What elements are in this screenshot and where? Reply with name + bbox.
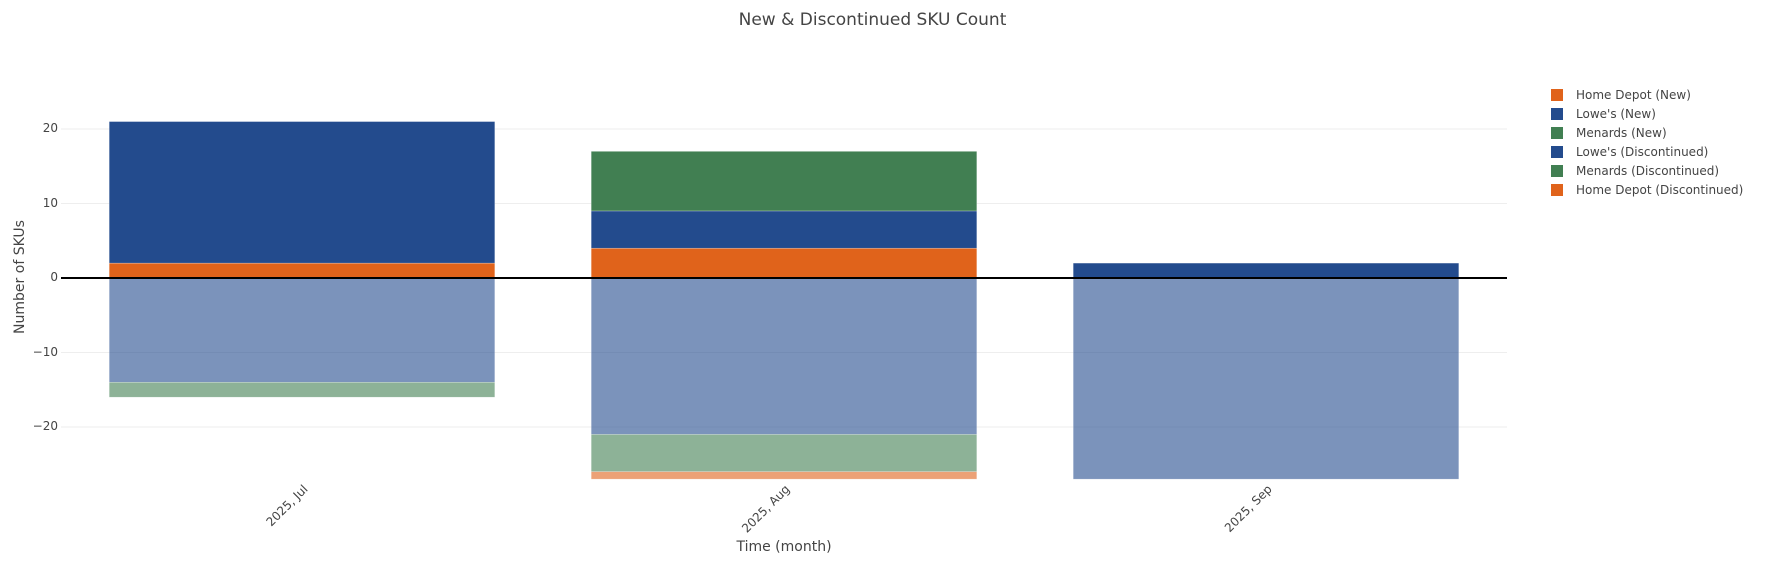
chart-title: New & Discontinued SKU Count bbox=[738, 10, 1007, 30]
legend-item[interactable]: Home Depot (New) bbox=[1551, 85, 1743, 104]
legend-label: Menards (New) bbox=[1576, 125, 1667, 140]
legend-item[interactable]: Menards (Discontinued) bbox=[1551, 161, 1743, 180]
legend-swatch-icon bbox=[1551, 145, 1563, 158]
legend-item[interactable]: Lowe's (New) bbox=[1551, 104, 1743, 123]
legend-label: Lowe's (New) bbox=[1576, 106, 1656, 121]
x-axis-title: Time (month) bbox=[736, 539, 832, 555]
legend: Home Depot (New) Lowe's (New) Menards (New… bbox=[1551, 85, 1743, 199]
legend-item[interactable]: Home Depot (Discontinued) bbox=[1551, 180, 1743, 199]
bar-segment[interactable] bbox=[108, 382, 496, 398]
legend-swatch-icon bbox=[1551, 183, 1563, 196]
bar-segment[interactable] bbox=[590, 471, 978, 480]
bar-segment[interactable] bbox=[590, 151, 978, 212]
legend-label: Home Depot (Discontinued) bbox=[1576, 182, 1744, 197]
legend-label: Home Depot (New) bbox=[1576, 87, 1691, 102]
bar-segment[interactable] bbox=[1072, 262, 1460, 279]
bar-segment[interactable] bbox=[590, 247, 978, 279]
legend-swatch-icon bbox=[1551, 88, 1563, 101]
legend-swatch-icon bbox=[1551, 107, 1563, 120]
legend-swatch-icon bbox=[1551, 164, 1563, 177]
legend-item[interactable]: Menards (New) bbox=[1551, 123, 1743, 142]
bar-segment[interactable] bbox=[108, 277, 496, 383]
bar-segment[interactable] bbox=[108, 121, 496, 264]
y-tick-label: 10 bbox=[42, 195, 58, 210]
y-tick-label: 0 bbox=[50, 270, 58, 284]
y-tick-label: −10 bbox=[32, 344, 58, 359]
y-tick-label: 20 bbox=[42, 121, 58, 135]
y-tick-label: −20 bbox=[32, 419, 58, 433]
bar-segment[interactable] bbox=[590, 434, 978, 472]
y-axis-title: Number of SKUs bbox=[12, 220, 28, 334]
legend-label: Lowe's (Discontinued) bbox=[1576, 144, 1709, 159]
bar-segment[interactable] bbox=[590, 210, 978, 249]
legend-swatch-icon bbox=[1551, 126, 1563, 139]
bar-segment[interactable] bbox=[108, 262, 496, 279]
legend-label: Menards (Discontinued) bbox=[1576, 163, 1720, 178]
bar-segment[interactable] bbox=[590, 277, 978, 435]
bar-segment[interactable] bbox=[1072, 277, 1460, 480]
legend-item[interactable]: Lowe's (Discontinued) bbox=[1551, 142, 1743, 161]
